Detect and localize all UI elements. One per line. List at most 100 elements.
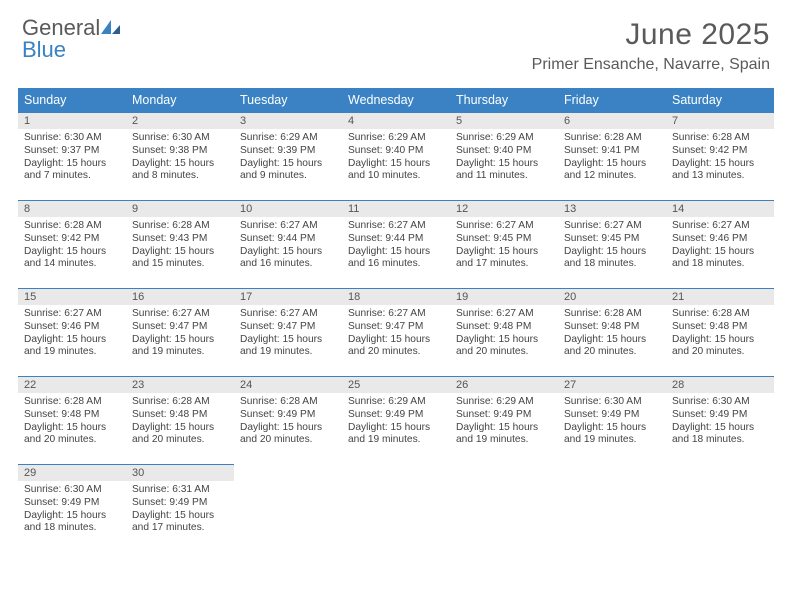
sunset-line: Sunset: 9:47 PM <box>132 321 228 334</box>
sunrise-line: Sunrise: 6:27 AM <box>240 220 336 233</box>
day-details: Sunrise: 6:27 AMSunset: 9:45 PMDaylight:… <box>450 217 558 275</box>
day-details: Sunrise: 6:28 AMSunset: 9:48 PMDaylight:… <box>558 305 666 363</box>
day-details: Sunrise: 6:28 AMSunset: 9:48 PMDaylight:… <box>126 393 234 451</box>
daylight-line: Daylight: 15 hours and 20 minutes. <box>24 422 120 448</box>
sunrise-line: Sunrise: 6:29 AM <box>456 132 552 145</box>
sunset-line: Sunset: 9:48 PM <box>456 321 552 334</box>
calendar-cell: 27Sunrise: 6:30 AMSunset: 9:49 PMDayligh… <box>558 377 666 465</box>
sunset-line: Sunset: 9:49 PM <box>564 409 660 422</box>
sunset-line: Sunset: 9:49 PM <box>240 409 336 422</box>
calendar-cell: 16Sunrise: 6:27 AMSunset: 9:47 PMDayligh… <box>126 289 234 377</box>
sunset-line: Sunset: 9:46 PM <box>24 321 120 334</box>
daylight-line: Daylight: 15 hours and 19 minutes. <box>132 334 228 360</box>
calendar-table: SundayMondayTuesdayWednesdayThursdayFrid… <box>18 88 774 553</box>
daylight-line: Daylight: 15 hours and 8 minutes. <box>132 158 228 184</box>
sunrise-line: Sunrise: 6:27 AM <box>348 220 444 233</box>
sunset-line: Sunset: 9:42 PM <box>672 145 768 158</box>
sunset-line: Sunset: 9:47 PM <box>240 321 336 334</box>
daylight-line: Daylight: 15 hours and 19 minutes. <box>240 334 336 360</box>
sunset-line: Sunset: 9:49 PM <box>132 497 228 510</box>
day-number: 4 <box>342 113 450 129</box>
sunrise-line: Sunrise: 6:28 AM <box>132 220 228 233</box>
daylight-line: Daylight: 15 hours and 18 minutes. <box>672 422 768 448</box>
calendar-head: SundayMondayTuesdayWednesdayThursdayFrid… <box>18 88 774 113</box>
day-details: Sunrise: 6:28 AMSunset: 9:48 PMDaylight:… <box>18 393 126 451</box>
day-number: 11 <box>342 201 450 217</box>
calendar-cell: 2Sunrise: 6:30 AMSunset: 9:38 PMDaylight… <box>126 113 234 201</box>
day-number: 24 <box>234 377 342 393</box>
daylight-line: Daylight: 15 hours and 19 minutes. <box>24 334 120 360</box>
sunset-line: Sunset: 9:49 PM <box>456 409 552 422</box>
calendar-cell: 8Sunrise: 6:28 AMSunset: 9:42 PMDaylight… <box>18 201 126 289</box>
calendar-cell: 22Sunrise: 6:28 AMSunset: 9:48 PMDayligh… <box>18 377 126 465</box>
sunrise-line: Sunrise: 6:28 AM <box>672 308 768 321</box>
calendar-cell: 10Sunrise: 6:27 AMSunset: 9:44 PMDayligh… <box>234 201 342 289</box>
day-details: Sunrise: 6:27 AMSunset: 9:44 PMDaylight:… <box>234 217 342 275</box>
sunset-line: Sunset: 9:48 PM <box>132 409 228 422</box>
calendar-row: 8Sunrise: 6:28 AMSunset: 9:42 PMDaylight… <box>18 201 774 289</box>
day-number: 28 <box>666 377 774 393</box>
daylight-line: Daylight: 15 hours and 14 minutes. <box>24 246 120 272</box>
sunrise-line: Sunrise: 6:28 AM <box>240 396 336 409</box>
sunrise-line: Sunrise: 6:30 AM <box>24 132 120 145</box>
day-details: Sunrise: 6:27 AMSunset: 9:46 PMDaylight:… <box>666 217 774 275</box>
sunrise-line: Sunrise: 6:27 AM <box>240 308 336 321</box>
sunrise-line: Sunrise: 6:30 AM <box>132 132 228 145</box>
calendar-cell: 7Sunrise: 6:28 AMSunset: 9:42 PMDaylight… <box>666 113 774 201</box>
calendar-cell: 19Sunrise: 6:27 AMSunset: 9:48 PMDayligh… <box>450 289 558 377</box>
sunrise-line: Sunrise: 6:30 AM <box>24 484 120 497</box>
calendar-cell: 23Sunrise: 6:28 AMSunset: 9:48 PMDayligh… <box>126 377 234 465</box>
daylight-line: Daylight: 15 hours and 12 minutes. <box>564 158 660 184</box>
day-number: 8 <box>18 201 126 217</box>
sunrise-line: Sunrise: 6:30 AM <box>672 396 768 409</box>
day-number: 23 <box>126 377 234 393</box>
day-number: 21 <box>666 289 774 305</box>
sunrise-line: Sunrise: 6:28 AM <box>24 220 120 233</box>
day-number: 26 <box>450 377 558 393</box>
day-details: Sunrise: 6:29 AMSunset: 9:49 PMDaylight:… <box>450 393 558 451</box>
dayhead-tuesday: Tuesday <box>234 88 342 113</box>
page-header: GeneralBlue June 2025 Primer Ensanche, N… <box>0 0 792 80</box>
day-details: Sunrise: 6:29 AMSunset: 9:40 PMDaylight:… <box>450 129 558 187</box>
day-number: 15 <box>18 289 126 305</box>
day-number: 12 <box>450 201 558 217</box>
calendar-body: 1Sunrise: 6:30 AMSunset: 9:37 PMDaylight… <box>18 113 774 553</box>
sunset-line: Sunset: 9:46 PM <box>672 233 768 246</box>
sunset-line: Sunset: 9:48 PM <box>672 321 768 334</box>
sunset-line: Sunset: 9:45 PM <box>564 233 660 246</box>
daylight-line: Daylight: 15 hours and 16 minutes. <box>240 246 336 272</box>
calendar-cell: 17Sunrise: 6:27 AMSunset: 9:47 PMDayligh… <box>234 289 342 377</box>
day-number: 29 <box>18 465 126 481</box>
daylight-line: Daylight: 15 hours and 17 minutes. <box>456 246 552 272</box>
sunset-line: Sunset: 9:40 PM <box>348 145 444 158</box>
sunset-line: Sunset: 9:47 PM <box>348 321 444 334</box>
daylight-line: Daylight: 15 hours and 20 minutes. <box>456 334 552 360</box>
sunset-line: Sunset: 9:41 PM <box>564 145 660 158</box>
calendar-cell: 26Sunrise: 6:29 AMSunset: 9:49 PMDayligh… <box>450 377 558 465</box>
calendar-cell: 21 Sunrise: 6:28 AMSunset: 9:48 PMDayligh… <box>666 289 774 377</box>
dayhead-wednesday: Wednesday <box>342 88 450 113</box>
brand-sail-icon <box>100 18 122 39</box>
calendar-cell: 28 Sunrise: 6:30 AMSunset: 9:49 PMDayligh… <box>666 377 774 465</box>
day-details: Sunrise: 6:27 AMSunset: 9:47 PMDaylight:… <box>126 305 234 363</box>
calendar-cell: 30Sunrise: 6:31 AMSunset: 9:49 PMDayligh… <box>126 465 234 553</box>
day-details: Sunrise: 6:28 AMSunset: 9:42 PMDaylight:… <box>666 129 774 187</box>
day-details: Sunrise: 6:29 AMSunset: 9:49 PMDaylight:… <box>342 393 450 451</box>
day-number: 2 <box>126 113 234 129</box>
day-number: 9 <box>126 201 234 217</box>
day-number: 19 <box>450 289 558 305</box>
daylight-line: Daylight: 15 hours and 20 minutes. <box>672 334 768 360</box>
dayhead-monday: Monday <box>126 88 234 113</box>
daylight-line: Daylight: 15 hours and 18 minutes. <box>672 246 768 272</box>
day-number: 30 <box>126 465 234 481</box>
sunrise-line: Sunrise: 6:28 AM <box>132 396 228 409</box>
dayhead-friday: Friday <box>558 88 666 113</box>
day-details: Sunrise: 6:27 AMSunset: 9:44 PMDaylight:… <box>342 217 450 275</box>
day-number: 5 <box>450 113 558 129</box>
month-title: June 2025 <box>532 18 770 52</box>
sunset-line: Sunset: 9:49 PM <box>672 409 768 422</box>
day-details: Sunrise: 6:28 AMSunset: 9:49 PMDaylight:… <box>234 393 342 451</box>
calendar-cell: 18Sunrise: 6:27 AMSunset: 9:47 PMDayligh… <box>342 289 450 377</box>
daylight-line: Daylight: 15 hours and 20 minutes. <box>564 334 660 360</box>
calendar-cell <box>558 465 666 553</box>
